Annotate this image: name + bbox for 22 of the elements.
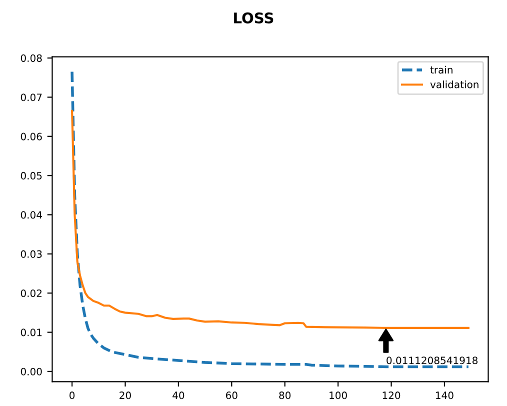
annotation: 0.0111208541918	[386, 356, 478, 364]
x-tick-label: 80	[279, 392, 291, 400]
x-tick-label: 40	[172, 392, 184, 400]
x-tick-label: 140	[436, 392, 454, 400]
x-tick-label: 60	[226, 392, 238, 400]
x-tick-label: 100	[330, 392, 347, 400]
y-tick-label: 0.04	[20, 211, 42, 219]
chart-title: LOSS	[234, 12, 274, 24]
x-tick-label: 20	[120, 392, 131, 400]
y-tick-label: 0.05	[20, 172, 42, 180]
x-tick-label: 0	[70, 392, 75, 400]
x-tick-label: 120	[382, 392, 400, 400]
y-tick-label: 0.07	[20, 94, 42, 102]
y-tick-label: 0.08	[20, 54, 42, 62]
y-tick-label: 0.02	[20, 289, 42, 298]
y-tick-label: 0.01	[20, 328, 42, 336]
y-tick-label: 0.06	[20, 132, 42, 140]
y-tick-label: 0.03	[20, 250, 42, 258]
y-tick-label: 0.00	[20, 368, 42, 376]
legend-label: validation	[430, 80, 478, 88]
line-series	[70, 110, 470, 330]
legend-label: train	[430, 66, 452, 74]
